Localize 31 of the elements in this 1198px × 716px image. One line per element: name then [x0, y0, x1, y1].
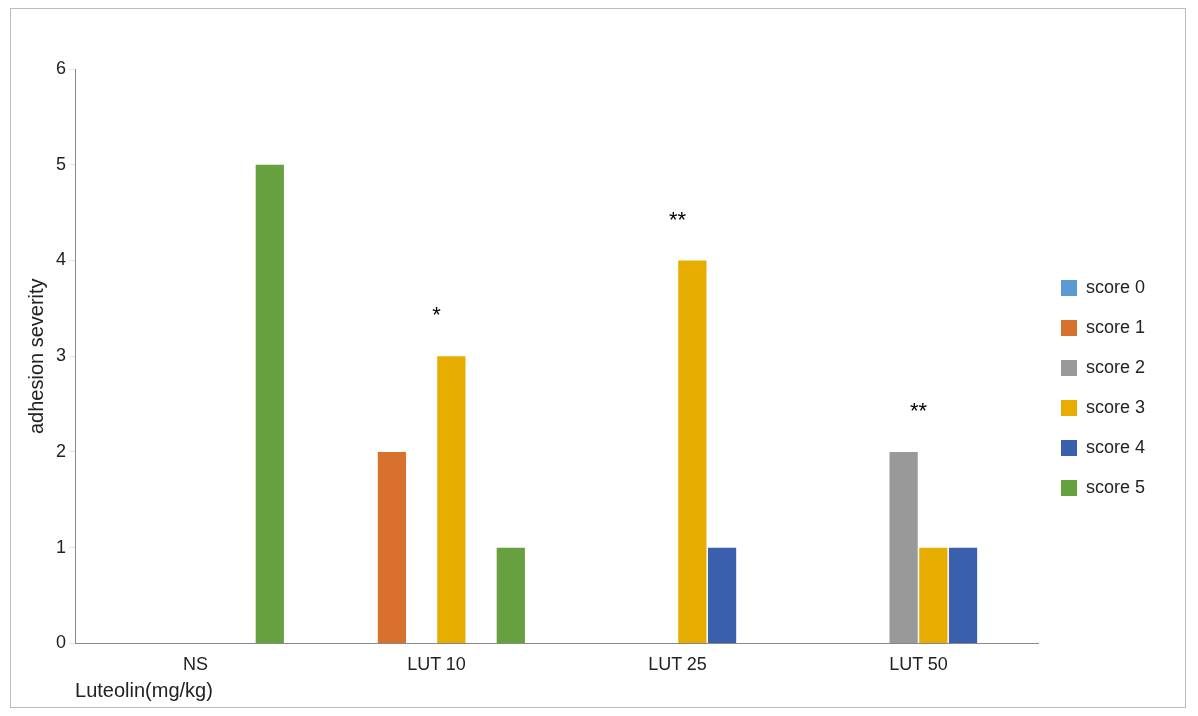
bar: [889, 451, 918, 643]
annotation: **: [909, 398, 928, 423]
y-tick-label: 2: [56, 440, 67, 461]
x-tick-label: LUT 25: [648, 654, 707, 675]
legend-label: score 1: [1085, 316, 1145, 337]
bar: [437, 356, 466, 643]
y-tick-label: 6: [56, 57, 67, 78]
y-tick-label: 1: [56, 536, 67, 557]
bar: [377, 451, 407, 643]
bar: [919, 547, 948, 643]
y-tick-label: 3: [56, 345, 67, 366]
legend-label: score 4: [1085, 436, 1145, 457]
annotation: **: [668, 206, 687, 232]
legend-label: score 5: [1085, 476, 1145, 497]
bar: [678, 260, 707, 643]
x-tick-label: LUT 10: [407, 654, 466, 675]
x-axis-title: Luteolin(mg/kg): [75, 678, 213, 701]
annotation: *: [432, 302, 442, 328]
bar: [707, 547, 737, 643]
legend-label: score 3: [1085, 396, 1145, 417]
bar: [948, 547, 978, 643]
legend-label: score 0: [1085, 276, 1145, 297]
bar: [496, 547, 525, 643]
y-tick-label: 0: [56, 632, 67, 653]
legend-label: score 2: [1085, 356, 1145, 377]
y-axis-title: adhesion severity: [24, 278, 47, 435]
x-tick-label: LUT 50: [889, 654, 948, 675]
y-tick-label: 4: [56, 249, 67, 270]
y-tick-label: 5: [56, 153, 67, 174]
x-tick-label: NS: [183, 654, 209, 675]
bar: [255, 164, 284, 643]
